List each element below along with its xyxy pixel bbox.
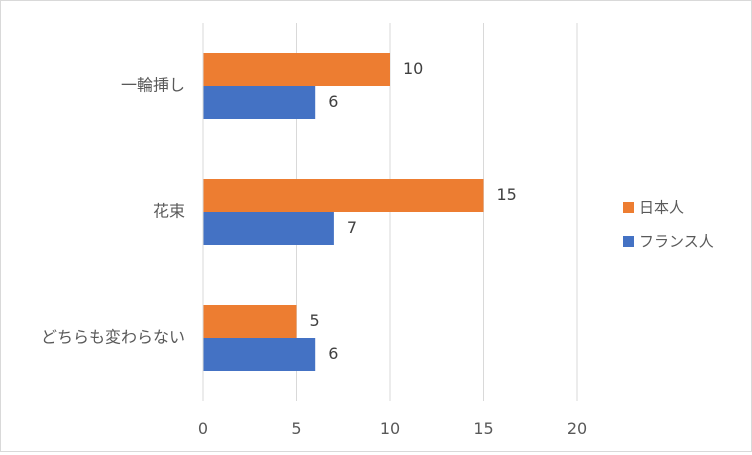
category-label: 花束 xyxy=(153,202,185,221)
legend-swatch-japanese xyxy=(623,202,634,213)
data-label: 6 xyxy=(328,92,338,111)
legend-swatch-french xyxy=(623,236,634,247)
data-label: 7 xyxy=(347,218,357,237)
x-tick-label: 0 xyxy=(198,419,208,438)
x-tick-label: 5 xyxy=(291,419,301,438)
category-label: どちらも変わらない xyxy=(41,328,185,347)
category-label: 一輪挿し xyxy=(121,76,185,95)
x-tick-label: 15 xyxy=(473,419,493,438)
x-tick-label: 20 xyxy=(567,419,587,438)
data-label: 5 xyxy=(310,311,320,330)
bar-japanese xyxy=(203,305,297,338)
bar-french xyxy=(203,212,334,245)
data-label: 10 xyxy=(403,59,423,78)
bar-japanese xyxy=(203,53,390,86)
legend-label: フランス人 xyxy=(639,233,714,251)
x-tick-label: 10 xyxy=(380,419,400,438)
legend-label: 日本人 xyxy=(639,199,684,217)
data-label: 15 xyxy=(497,185,517,204)
bar-japanese xyxy=(203,179,484,212)
bar-french xyxy=(203,86,316,119)
bar-french xyxy=(203,338,316,371)
data-label: 6 xyxy=(328,344,338,363)
bars xyxy=(203,53,484,371)
